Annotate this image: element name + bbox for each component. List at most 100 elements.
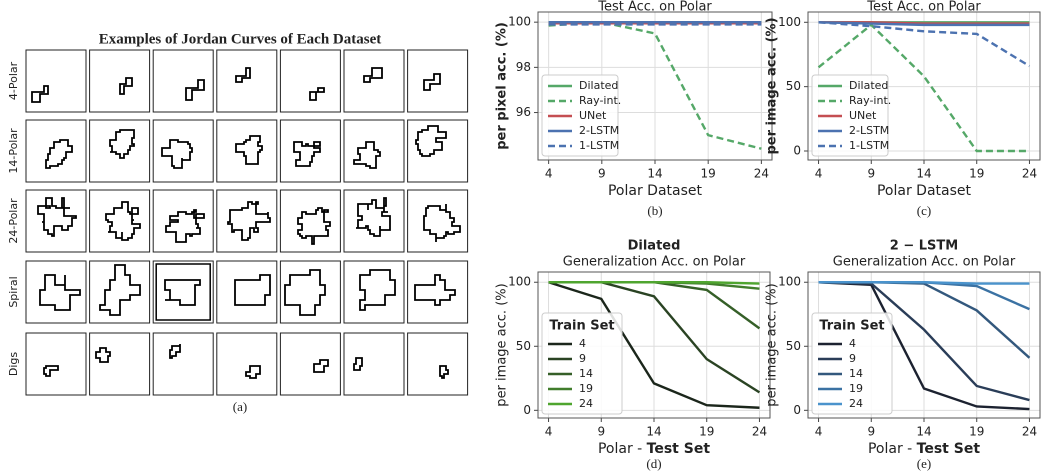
x-tick-label: 4 (545, 425, 553, 439)
legend-title: Train Set (549, 319, 614, 334)
x-axis-label: Polar Dataset (877, 183, 972, 199)
y-axis-label: per image acc. (%) (765, 17, 780, 154)
x-axis-label-part: Polar - (868, 441, 917, 457)
panel-title: Examples of Jordan Curves of Each Datase… (99, 31, 382, 47)
series-line (549, 282, 760, 283)
x-tick-label: 24 (1022, 425, 1037, 439)
example-box (408, 261, 468, 323)
x-axis-label: Polar - Test Set (598, 441, 710, 457)
example-box (90, 50, 150, 112)
x-axis-label-part: Polar - (598, 441, 647, 457)
legend-label: 2-LSTM (579, 124, 619, 137)
y-axis-label: per pixel acc. (%) (495, 22, 510, 150)
legend-label: 4 (579, 337, 586, 350)
caption: (b) (647, 203, 662, 218)
y-tick-label: 50 (786, 79, 801, 93)
y-tick-label: 50 (786, 339, 801, 353)
x-tick-label: 19 (969, 167, 984, 181)
legend-label: 9 (579, 352, 586, 365)
y-tick-label: 0 (793, 143, 801, 157)
example-box (217, 261, 277, 323)
y-tick-label: 50 (516, 339, 531, 353)
legend-label: 4 (849, 337, 856, 350)
example-box (280, 50, 340, 112)
x-tick-label: 24 (1022, 167, 1037, 181)
y-tick-label: 96 (516, 105, 531, 119)
y-tick-label: 98 (516, 60, 531, 74)
example-box (90, 190, 150, 252)
y-tick-label: 0 (793, 403, 801, 417)
y-axis-label: per image acc. (%) (765, 283, 780, 406)
legend-label: 24 (579, 397, 593, 410)
example-box (153, 261, 213, 323)
legend-label: 14 (579, 367, 593, 380)
legend-label: 19 (579, 382, 593, 395)
example-box (344, 120, 404, 182)
chart-title: Dilated (628, 239, 681, 254)
caption: (e) (917, 456, 931, 471)
y-axis-label: per image acc. (%) (495, 283, 510, 406)
series-line (819, 282, 1030, 283)
example-box (408, 333, 468, 395)
legend-label: UNet (849, 109, 877, 122)
example-box (217, 120, 277, 182)
chart-title: 2 − LSTM (890, 239, 958, 254)
x-tick-label: 19 (969, 425, 984, 439)
row-label: Spiral (7, 276, 20, 307)
caption: (c) (917, 203, 931, 218)
row-label: Digs (7, 352, 20, 377)
x-tick-label: 19 (701, 167, 716, 181)
x-tick-label: 4 (815, 167, 823, 181)
x-tick-label: 14 (646, 425, 661, 439)
chart-title: Test Acc. on Polar (597, 0, 712, 15)
legend-title: Train Set (819, 319, 884, 334)
chart-title: Test Acc. on Polar (866, 0, 981, 15)
example-box (280, 190, 340, 252)
example-box (408, 190, 468, 252)
legend-label: 2-LSTM (849, 124, 889, 137)
example-box (217, 50, 277, 112)
legend-label: Ray-int. (849, 94, 891, 107)
example-box (26, 190, 86, 252)
x-tick-label: 14 (647, 167, 662, 181)
legend-label: 24 (849, 397, 863, 410)
y-tick-label: 100 (508, 275, 531, 289)
example-box (26, 333, 86, 395)
x-tick-label: 14 (916, 167, 931, 181)
x-tick-label: 9 (867, 167, 875, 181)
row-label: 14-Polar (7, 128, 20, 174)
row-label: 4-Polar (7, 61, 20, 100)
x-axis-label-part: Polar Dataset (877, 183, 972, 199)
legend-label: 1-LSTM (579, 139, 619, 152)
x-axis-label-part: Test Set (647, 441, 711, 457)
x-axis-label: Polar - Test Set (868, 441, 980, 457)
y-tick-label: 100 (778, 15, 801, 29)
example-box (26, 261, 86, 323)
x-tick-label: 14 (916, 425, 931, 439)
x-axis-label-part: Test Set (917, 441, 981, 457)
legend-label: Dilated (849, 79, 888, 92)
legend-label: 9 (849, 352, 856, 365)
example-box (408, 50, 468, 112)
y-tick-label: 100 (508, 15, 531, 29)
legend-label: 19 (849, 382, 863, 395)
example-box (344, 333, 404, 395)
x-tick-label: 19 (699, 425, 714, 439)
x-axis-label-part: Polar Dataset (608, 183, 703, 199)
row-label: 24-Polar (7, 198, 20, 244)
legend-label: UNet (579, 109, 607, 122)
y-tick-label: 100 (778, 275, 801, 289)
x-tick-label: 4 (815, 425, 823, 439)
y-tick-label: 0 (523, 403, 531, 417)
example-box (90, 333, 150, 395)
example-box (153, 333, 213, 395)
x-tick-label: 9 (597, 425, 605, 439)
example-box (26, 120, 86, 182)
x-tick-label: 9 (598, 167, 606, 181)
example-box (280, 333, 340, 395)
chart-subtitle: Generalization Acc. on Polar (833, 255, 1016, 270)
caption: (d) (646, 456, 661, 471)
legend-label: Dilated (579, 79, 618, 92)
example-box (217, 190, 277, 252)
example-box (280, 120, 340, 182)
